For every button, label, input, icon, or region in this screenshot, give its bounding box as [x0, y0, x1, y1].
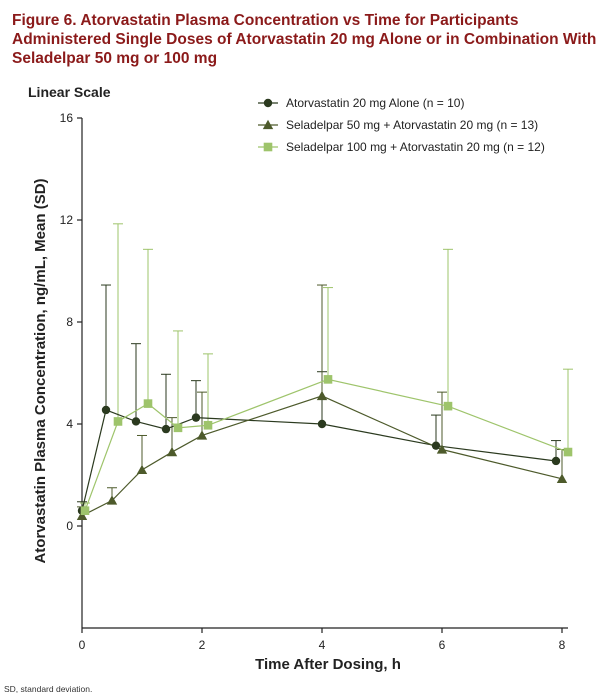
- series-markers: [76, 375, 573, 520]
- data-point: [113, 417, 123, 426]
- data-point: [101, 405, 111, 415]
- series-line-1: [81, 409, 557, 511]
- x-tick-label: 0: [79, 638, 86, 652]
- chart-subtitle: Linear Scale: [28, 84, 111, 100]
- legend-label: Atorvastatin 20 mg Alone (n = 10): [286, 96, 464, 110]
- figure-title: Figure 6. Atorvastatin Plasma Concentrat…: [12, 12, 597, 67]
- y-tick-label: 12: [60, 213, 74, 227]
- data-point: [443, 401, 453, 411]
- data-point: [203, 420, 213, 430]
- data-point: [316, 390, 328, 401]
- data-point: [173, 423, 183, 433]
- data-point: [436, 444, 448, 454]
- y-tick-label: 8: [66, 315, 73, 329]
- x-tick-label: 8: [559, 638, 566, 652]
- data-point: [161, 424, 171, 434]
- x-tick-label: 6: [439, 638, 446, 652]
- data-point: [166, 446, 178, 457]
- data-point: [191, 413, 201, 422]
- data-point: [76, 510, 88, 520]
- data-point: [106, 495, 118, 505]
- error-bars: [77, 223, 573, 516]
- y-axis-label: Atorvastatin Plasma Concentration, ng/mL…: [32, 178, 49, 563]
- data-point: [143, 399, 153, 408]
- legend-marker: [263, 142, 273, 152]
- legend-label: Seladelpar 100 mg + Atorvastatin 20 mg (…: [286, 140, 545, 154]
- chart-axes: 0 4 8 12 16 0 2 4 6 8: [60, 111, 568, 652]
- data-point: [323, 375, 333, 384]
- data-point: [563, 447, 573, 457]
- legend-label: Seladelpar 50 mg + Atorvastatin 20 mg (n…: [286, 118, 538, 132]
- data-point: [317, 419, 327, 429]
- series-line-3: [84, 378, 569, 511]
- data-point: [556, 473, 568, 483]
- data-point: [196, 430, 208, 440]
- series-lines: [81, 378, 569, 517]
- series-line-2: [81, 395, 563, 517]
- x-tick-label: 4: [319, 638, 326, 652]
- chart-legend: Atorvastatin 20 mg Alone (n = 10) Seladel…: [258, 96, 545, 154]
- x-tick-label: 2: [199, 638, 206, 652]
- data-point: [136, 464, 148, 475]
- data-point: [551, 456, 561, 466]
- legend-marker: [262, 119, 274, 130]
- y-tick-label: 4: [66, 417, 73, 431]
- data-point: [131, 417, 141, 426]
- y-tick-label: 16: [60, 111, 74, 125]
- legend-marker: [263, 98, 273, 108]
- data-point: [431, 441, 441, 450]
- y-tick-label: 0: [66, 519, 73, 533]
- x-axis-label: Time After Dosing, h: [255, 656, 401, 673]
- footnote: SD, standard deviation.: [4, 684, 93, 694]
- data-point: [80, 506, 90, 515]
